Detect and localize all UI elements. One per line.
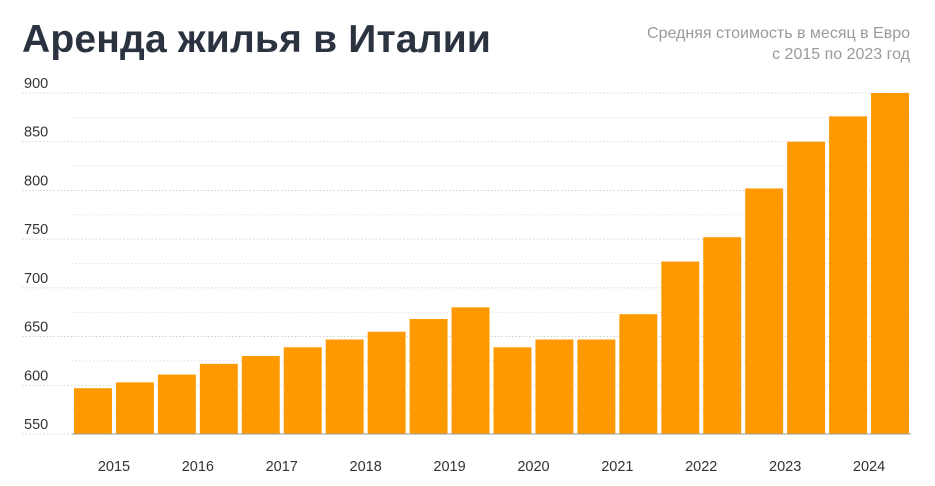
x-tick-label: 2016 — [182, 459, 214, 475]
bar — [745, 188, 784, 434]
bar — [157, 374, 196, 434]
x-tick-label: 2024 — [853, 459, 885, 475]
bars — [74, 93, 909, 434]
bar — [115, 382, 154, 434]
bar — [409, 319, 448, 434]
x-tick-label: 2019 — [433, 459, 465, 475]
x-tick-label: 2022 — [685, 459, 717, 475]
y-tick-label: 800 — [24, 173, 48, 189]
bar — [787, 141, 826, 434]
y-tick-label: 550 — [24, 417, 48, 433]
x-tick-label: 2021 — [601, 459, 633, 475]
bar — [283, 347, 322, 434]
subtitle-line-1: Средняя стоимость в месяц в Евро — [647, 25, 910, 42]
chart-subtitle: Средняя стоимость в месяц в Евро с 2015 … — [647, 23, 910, 65]
bar — [871, 93, 909, 434]
y-tick-label: 700 — [24, 271, 48, 287]
subtitle-line-2: с 2015 по 2023 год — [772, 46, 910, 63]
bar — [241, 356, 280, 434]
x-tick-label: 2017 — [266, 459, 298, 475]
x-tick-label: 2023 — [769, 459, 801, 475]
bar — [619, 314, 658, 434]
bar — [199, 363, 238, 434]
y-tick-label: 850 — [24, 125, 48, 141]
bar — [577, 339, 616, 434]
y-tick-label: 650 — [24, 320, 48, 336]
bar — [493, 347, 532, 434]
bar — [451, 307, 490, 434]
y-axis-ticks: 550 600 650 700 750 800 850 900 — [24, 76, 48, 433]
bar — [535, 339, 574, 434]
bar — [661, 261, 700, 434]
chart-title: Аренда жилья в Италии — [22, 18, 492, 61]
x-tick-label: 2020 — [517, 459, 549, 475]
bar — [74, 388, 112, 434]
x-tick-label: 2018 — [350, 459, 382, 475]
bar — [367, 331, 406, 434]
x-axis-ticks: 2015 2016 2017 2018 2019 2020 2021 2022 2023 2024 — [98, 459, 885, 475]
bar — [829, 116, 868, 434]
x-tick-label: 2015 — [98, 459, 130, 475]
bar — [325, 339, 364, 434]
y-tick-label: 750 — [24, 222, 48, 238]
y-tick-label: 900 — [24, 76, 48, 92]
bar — [703, 237, 742, 434]
y-tick-label: 600 — [24, 368, 48, 384]
